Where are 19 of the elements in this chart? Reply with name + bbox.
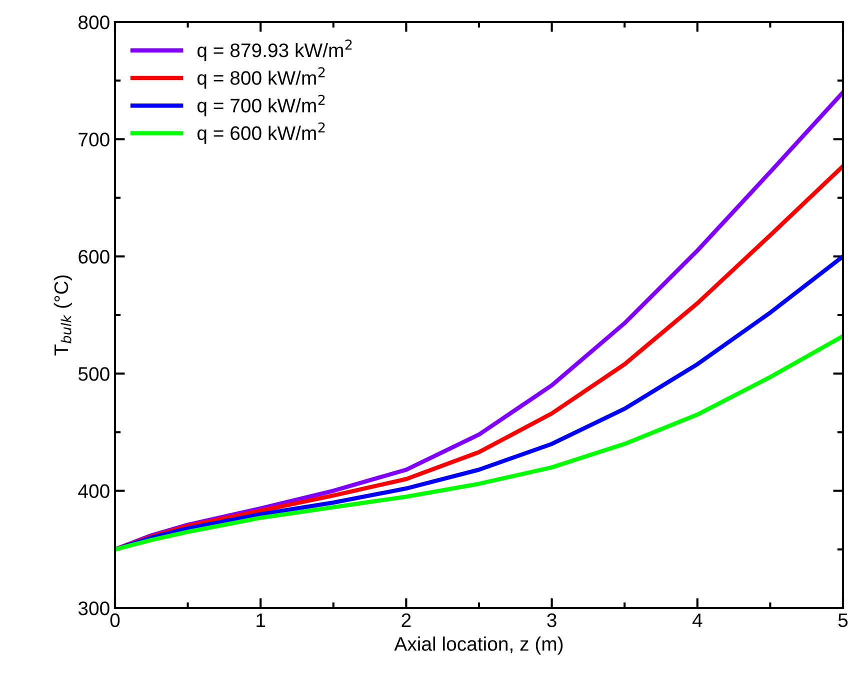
x-tick-label: 5 <box>838 614 848 628</box>
legend-label: q = 800 kW/m$^{2}$ <box>197 67 325 89</box>
legend-label: q = 700 kW/m$^{2}$ <box>197 94 325 116</box>
x-tick-label: 0 <box>110 613 120 628</box>
x-axis-title: Axial location, z (m) <box>394 636 563 655</box>
y-tick-label: 600 <box>78 250 110 264</box>
legend-label: q = 600 kW/m$^{2}$ <box>197 122 325 144</box>
y-tick-label: 700 <box>78 132 110 146</box>
y-axis-title: T$_{bulk}$ (°C) <box>54 275 72 356</box>
legend-label: q = 879.93 kW/m$^{2}$ <box>197 40 352 62</box>
x-tick-label: 1 <box>256 614 266 627</box>
y-tick-label: 800 <box>78 15 110 30</box>
y-tick-label: 500 <box>78 367 110 381</box>
y-tick-label: 300 <box>78 601 110 616</box>
x-tick-label: 2 <box>402 613 411 627</box>
line-series <box>115 334 843 552</box>
x-tick-label: 3 <box>547 613 556 628</box>
y-tick-label: 400 <box>78 484 110 498</box>
x-tick-label: 4 <box>692 614 702 627</box>
